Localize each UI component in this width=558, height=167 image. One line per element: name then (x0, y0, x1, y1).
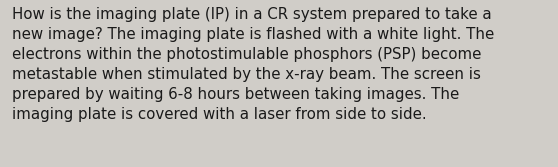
Text: How is the imaging plate (IP) in a CR system prepared to take a
new image? The i: How is the imaging plate (IP) in a CR sy… (12, 7, 494, 122)
